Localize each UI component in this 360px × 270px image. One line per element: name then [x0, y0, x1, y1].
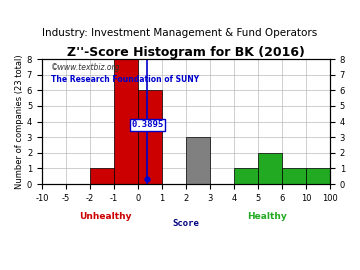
Text: Industry: Investment Management & Fund Operators: Industry: Investment Management & Fund O…	[42, 28, 318, 38]
Text: 0.3895: 0.3895	[131, 120, 163, 130]
Bar	[114, 59, 138, 184]
Text: ©www.textbiz.org: ©www.textbiz.org	[50, 63, 120, 72]
Bar	[306, 168, 330, 184]
Bar	[258, 153, 282, 184]
Title: Z''-Score Histogram for BK (2016): Z''-Score Histogram for BK (2016)	[67, 46, 305, 59]
Bar	[138, 90, 162, 184]
X-axis label: Score: Score	[172, 220, 199, 228]
Text: The Research Foundation of SUNY: The Research Foundation of SUNY	[50, 75, 199, 84]
Y-axis label: Number of companies (23 total): Number of companies (23 total)	[15, 54, 24, 189]
Bar	[282, 168, 306, 184]
Bar	[186, 137, 210, 184]
Bar	[90, 168, 114, 184]
Text: Unhealthy: Unhealthy	[79, 212, 131, 221]
Text: Healthy: Healthy	[247, 212, 287, 221]
Bar	[234, 168, 258, 184]
